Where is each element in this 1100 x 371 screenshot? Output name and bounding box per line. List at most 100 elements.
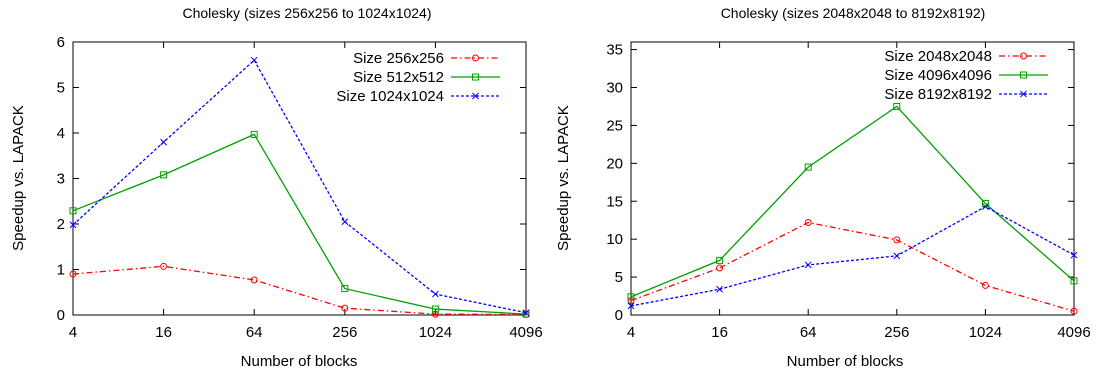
data-point [893, 102, 901, 110]
x-tick-label-right: 16 [711, 324, 728, 341]
y-tick-label-left: 2 [57, 216, 65, 233]
x-tick-label-right: 64 [800, 324, 817, 341]
series-layer-left [69, 56, 530, 319]
axis-ticks-right: 0 5 10 15 20 25 30 35 4 16 64 256 1024 4096 [606, 42, 1090, 341]
series-left-0 [69, 262, 530, 319]
data-point [341, 285, 349, 293]
legend-label: Size 1024x1024 [336, 88, 444, 105]
y-tick-label-left: 0 [57, 307, 65, 324]
series-right-2 [627, 203, 1078, 310]
series-layer-right [627, 102, 1078, 315]
data-point [250, 130, 258, 138]
data-point [160, 171, 168, 179]
x-tick-label-right: 4 [627, 324, 635, 341]
y-axis-label-left: Speedup vs. LAPACK [10, 105, 27, 251]
data-point [716, 285, 723, 293]
data-point [1070, 277, 1078, 285]
x-axis-label-left: Number of blocks [241, 353, 358, 370]
data-point [1070, 251, 1078, 259]
data-point [431, 310, 439, 318]
y-tick-label-left: 6 [57, 34, 65, 51]
legend-marker [472, 73, 479, 81]
x-tick-label-left: 64 [246, 324, 263, 341]
data-point [804, 218, 812, 226]
data-point [341, 304, 349, 312]
data-point [160, 262, 168, 270]
y-tick-label-right: 30 [606, 80, 623, 97]
legend-label: Size 256x256 [353, 50, 444, 67]
y-tick-label-right: 5 [615, 269, 623, 286]
series-line [72, 265, 527, 316]
y-tick-label-right: 10 [606, 231, 623, 248]
series-line [72, 59, 527, 314]
data-point [250, 276, 258, 284]
data-point [432, 290, 439, 298]
x-tick-label-left: 4096 [509, 324, 542, 341]
plot-frame-right [630, 41, 1075, 316]
chart-right: Cholesky (sizes 2048x2048 to 8192x8192) … [555, 5, 1091, 370]
data-point [982, 203, 989, 210]
series-line [72, 133, 527, 315]
y-tick-label-left: 3 [57, 171, 65, 188]
legend-label: Size 8192x8192 [884, 86, 992, 103]
data-point [1070, 307, 1078, 315]
x-tick-label-left: 256 [332, 324, 357, 341]
series-line [630, 205, 1075, 307]
y-axis-label-right: Speedup vs. LAPACK [555, 105, 572, 251]
legend-marker [1020, 90, 1027, 98]
data-point [69, 221, 77, 229]
legend-marker [1020, 71, 1027, 79]
data-point [627, 302, 635, 310]
y-tick-label-right: 0 [615, 307, 623, 324]
legend-right: Size 2048x2048 Size 4096x4096 Size 8192x81… [884, 48, 1048, 103]
data-point [69, 207, 77, 215]
data-point [893, 252, 901, 260]
series-left-2 [69, 56, 530, 317]
y-tick-label-right: 15 [606, 193, 623, 210]
x-tick-label-left: 16 [155, 324, 172, 341]
legend-label: Size 512x512 [353, 69, 444, 86]
x-axis-label-right: Number of blocks [787, 353, 904, 370]
chart-left: Cholesky (sizes 256x256 to 1024x1024) Sp… [10, 5, 543, 370]
data-point [250, 56, 258, 64]
data-point [431, 305, 439, 313]
x-tick-label-right: 256 [884, 324, 909, 341]
series-right-1 [627, 102, 1078, 301]
series-right-0 [627, 218, 1078, 315]
x-tick-label-left: 4 [69, 324, 77, 341]
data-point [522, 310, 530, 318]
x-tick-label-right: 4096 [1057, 324, 1090, 341]
y-tick-label-right: 20 [606, 155, 623, 172]
data-point [160, 138, 167, 146]
series-left-1 [69, 130, 530, 318]
chart-title-right: Cholesky (sizes 2048x2048 to 8192x8192) [721, 5, 986, 21]
data-point [716, 264, 724, 272]
legend-label: Size 2048x2048 [884, 48, 992, 65]
y-tick-label-left: 5 [57, 80, 65, 97]
y-tick-label-right: 25 [606, 117, 623, 134]
x-tick-label-right: 1024 [969, 324, 1002, 341]
y-tick-label-left: 4 [57, 125, 65, 142]
legend-label: Size 4096x4096 [884, 67, 992, 84]
data-point [893, 236, 901, 244]
series-line [630, 221, 1075, 312]
data-point [627, 293, 635, 301]
data-point [804, 163, 812, 171]
data-point [716, 256, 724, 264]
x-tick-label-left: 1024 [419, 324, 452, 341]
legend-marker [472, 54, 479, 62]
series-line [630, 105, 1075, 298]
legend-marker [472, 92, 479, 100]
y-tick-label-right: 35 [606, 42, 623, 59]
y-tick-label-left: 1 [57, 262, 65, 279]
data-point [804, 261, 812, 269]
data-point [341, 218, 349, 226]
data-point [627, 297, 635, 305]
data-point [69, 270, 77, 278]
data-point [981, 281, 989, 289]
chart-title-left: Cholesky (sizes 256x256 to 1024x1024) [182, 5, 431, 21]
legend-left: Size 256x256 Size 512x512 Size 1024x1024 [336, 50, 500, 105]
legend-marker [1020, 52, 1027, 60]
